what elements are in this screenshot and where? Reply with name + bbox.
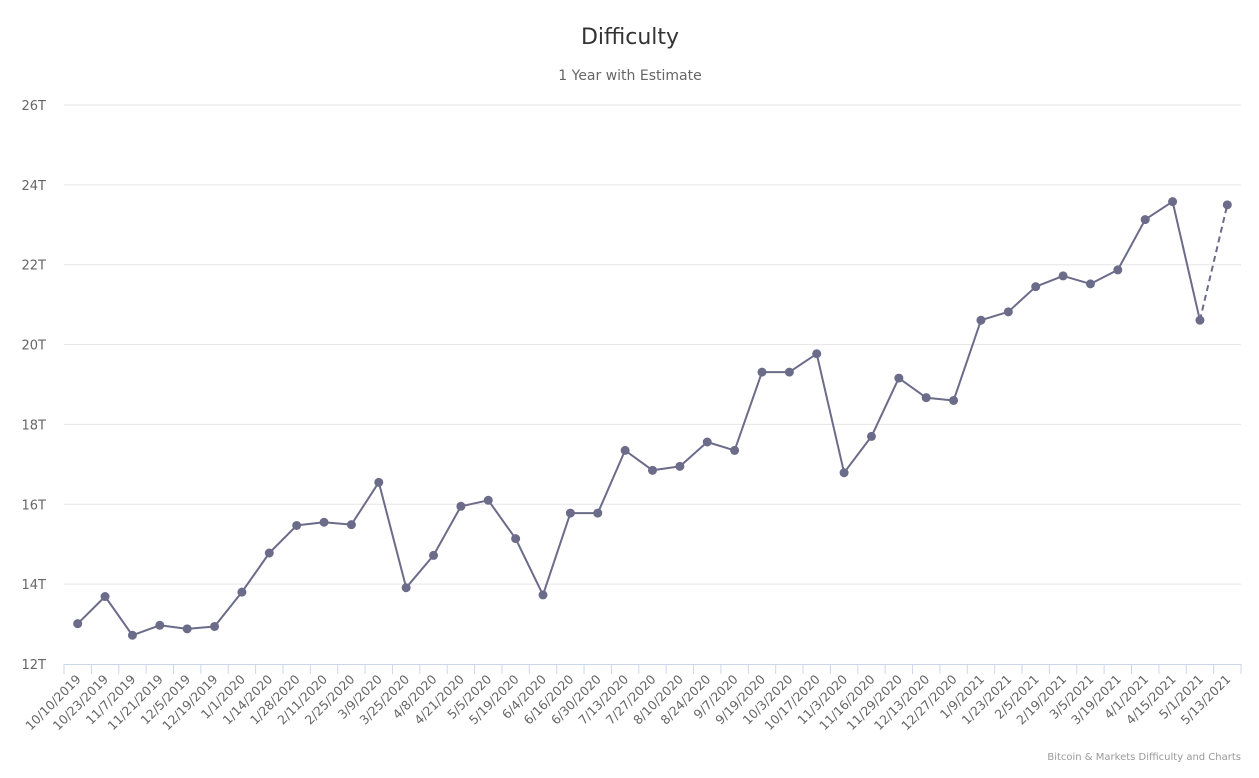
- y-tick-label: 24T: [22, 179, 47, 194]
- data-point[interactable]: [374, 477, 384, 487]
- data-point[interactable]: [155, 620, 165, 630]
- data-point[interactable]: [1058, 271, 1068, 281]
- chart-subtitle: 1 Year with Estimate: [558, 68, 701, 84]
- y-tick-label: 20T: [22, 339, 47, 354]
- data-point[interactable]: [483, 495, 493, 505]
- data-point[interactable]: [538, 590, 548, 600]
- data-point[interactable]: [839, 468, 849, 478]
- data-point[interactable]: [866, 431, 876, 441]
- difficulty-line: [76, 200, 1201, 637]
- y-tick-label: 16T: [22, 498, 47, 513]
- data-point[interactable]: [73, 619, 83, 629]
- data-point[interactable]: [675, 461, 685, 471]
- data-point[interactable]: [1140, 215, 1150, 225]
- data-point[interactable]: [511, 534, 521, 544]
- data-point[interactable]: [702, 437, 712, 447]
- y-tick-label: 26T: [22, 99, 47, 114]
- series-layer: [76, 200, 1229, 637]
- y-tick-label: 22T: [22, 259, 47, 274]
- grid-layer: [64, 104, 1241, 585]
- data-point[interactable]: [127, 630, 137, 640]
- data-point[interactable]: [1003, 307, 1013, 317]
- data-point[interactable]: [264, 548, 274, 558]
- y-tick-label: 18T: [22, 418, 47, 433]
- y-tick-label: 14T: [22, 578, 47, 593]
- data-point[interactable]: [429, 550, 439, 560]
- data-point[interactable]: [949, 395, 959, 405]
- chart-title: Difficulty: [581, 25, 679, 50]
- data-point[interactable]: [565, 508, 575, 518]
- data-point[interactable]: [593, 508, 603, 518]
- data-point[interactable]: [292, 520, 302, 530]
- data-point[interactable]: [1168, 197, 1178, 207]
- data-point[interactable]: [976, 315, 986, 325]
- data-point[interactable]: [784, 367, 794, 377]
- data-point[interactable]: [1085, 279, 1095, 289]
- y-tick-label: 12T: [22, 658, 47, 673]
- data-point[interactable]: [812, 349, 822, 359]
- data-point[interactable]: [1195, 315, 1205, 325]
- estimate-line: [1198, 204, 1229, 321]
- data-point[interactable]: [346, 520, 356, 530]
- data-point[interactable]: [100, 592, 110, 602]
- data-point[interactable]: [182, 624, 192, 634]
- data-point[interactable]: [1113, 265, 1123, 275]
- data-point[interactable]: [620, 445, 630, 455]
- data-point[interactable]: [648, 465, 657, 475]
- chart-credits[interactable]: Bitcoin & Markets Difficulty and Charts: [1047, 752, 1241, 763]
- data-point[interactable]: [456, 501, 466, 511]
- data-point[interactable]: [237, 587, 247, 597]
- data-points: [73, 197, 1232, 640]
- y-axis: 12T 14T 16T 18T 20T 22T 24T 26T: [22, 99, 47, 673]
- data-point[interactable]: [210, 621, 220, 631]
- data-point[interactable]: [1031, 282, 1041, 292]
- data-point[interactable]: [401, 583, 411, 593]
- data-point[interactable]: [1222, 200, 1232, 210]
- data-point[interactable]: [921, 393, 931, 403]
- data-point[interactable]: [730, 445, 740, 455]
- x-tick-labels: 10/10/201910/23/201911/7/201911/21/20191…: [22, 671, 1233, 733]
- data-point[interactable]: [319, 517, 329, 527]
- data-point[interactable]: [894, 373, 904, 383]
- x-axis: [63, 664, 1242, 674]
- data-point[interactable]: [757, 367, 767, 377]
